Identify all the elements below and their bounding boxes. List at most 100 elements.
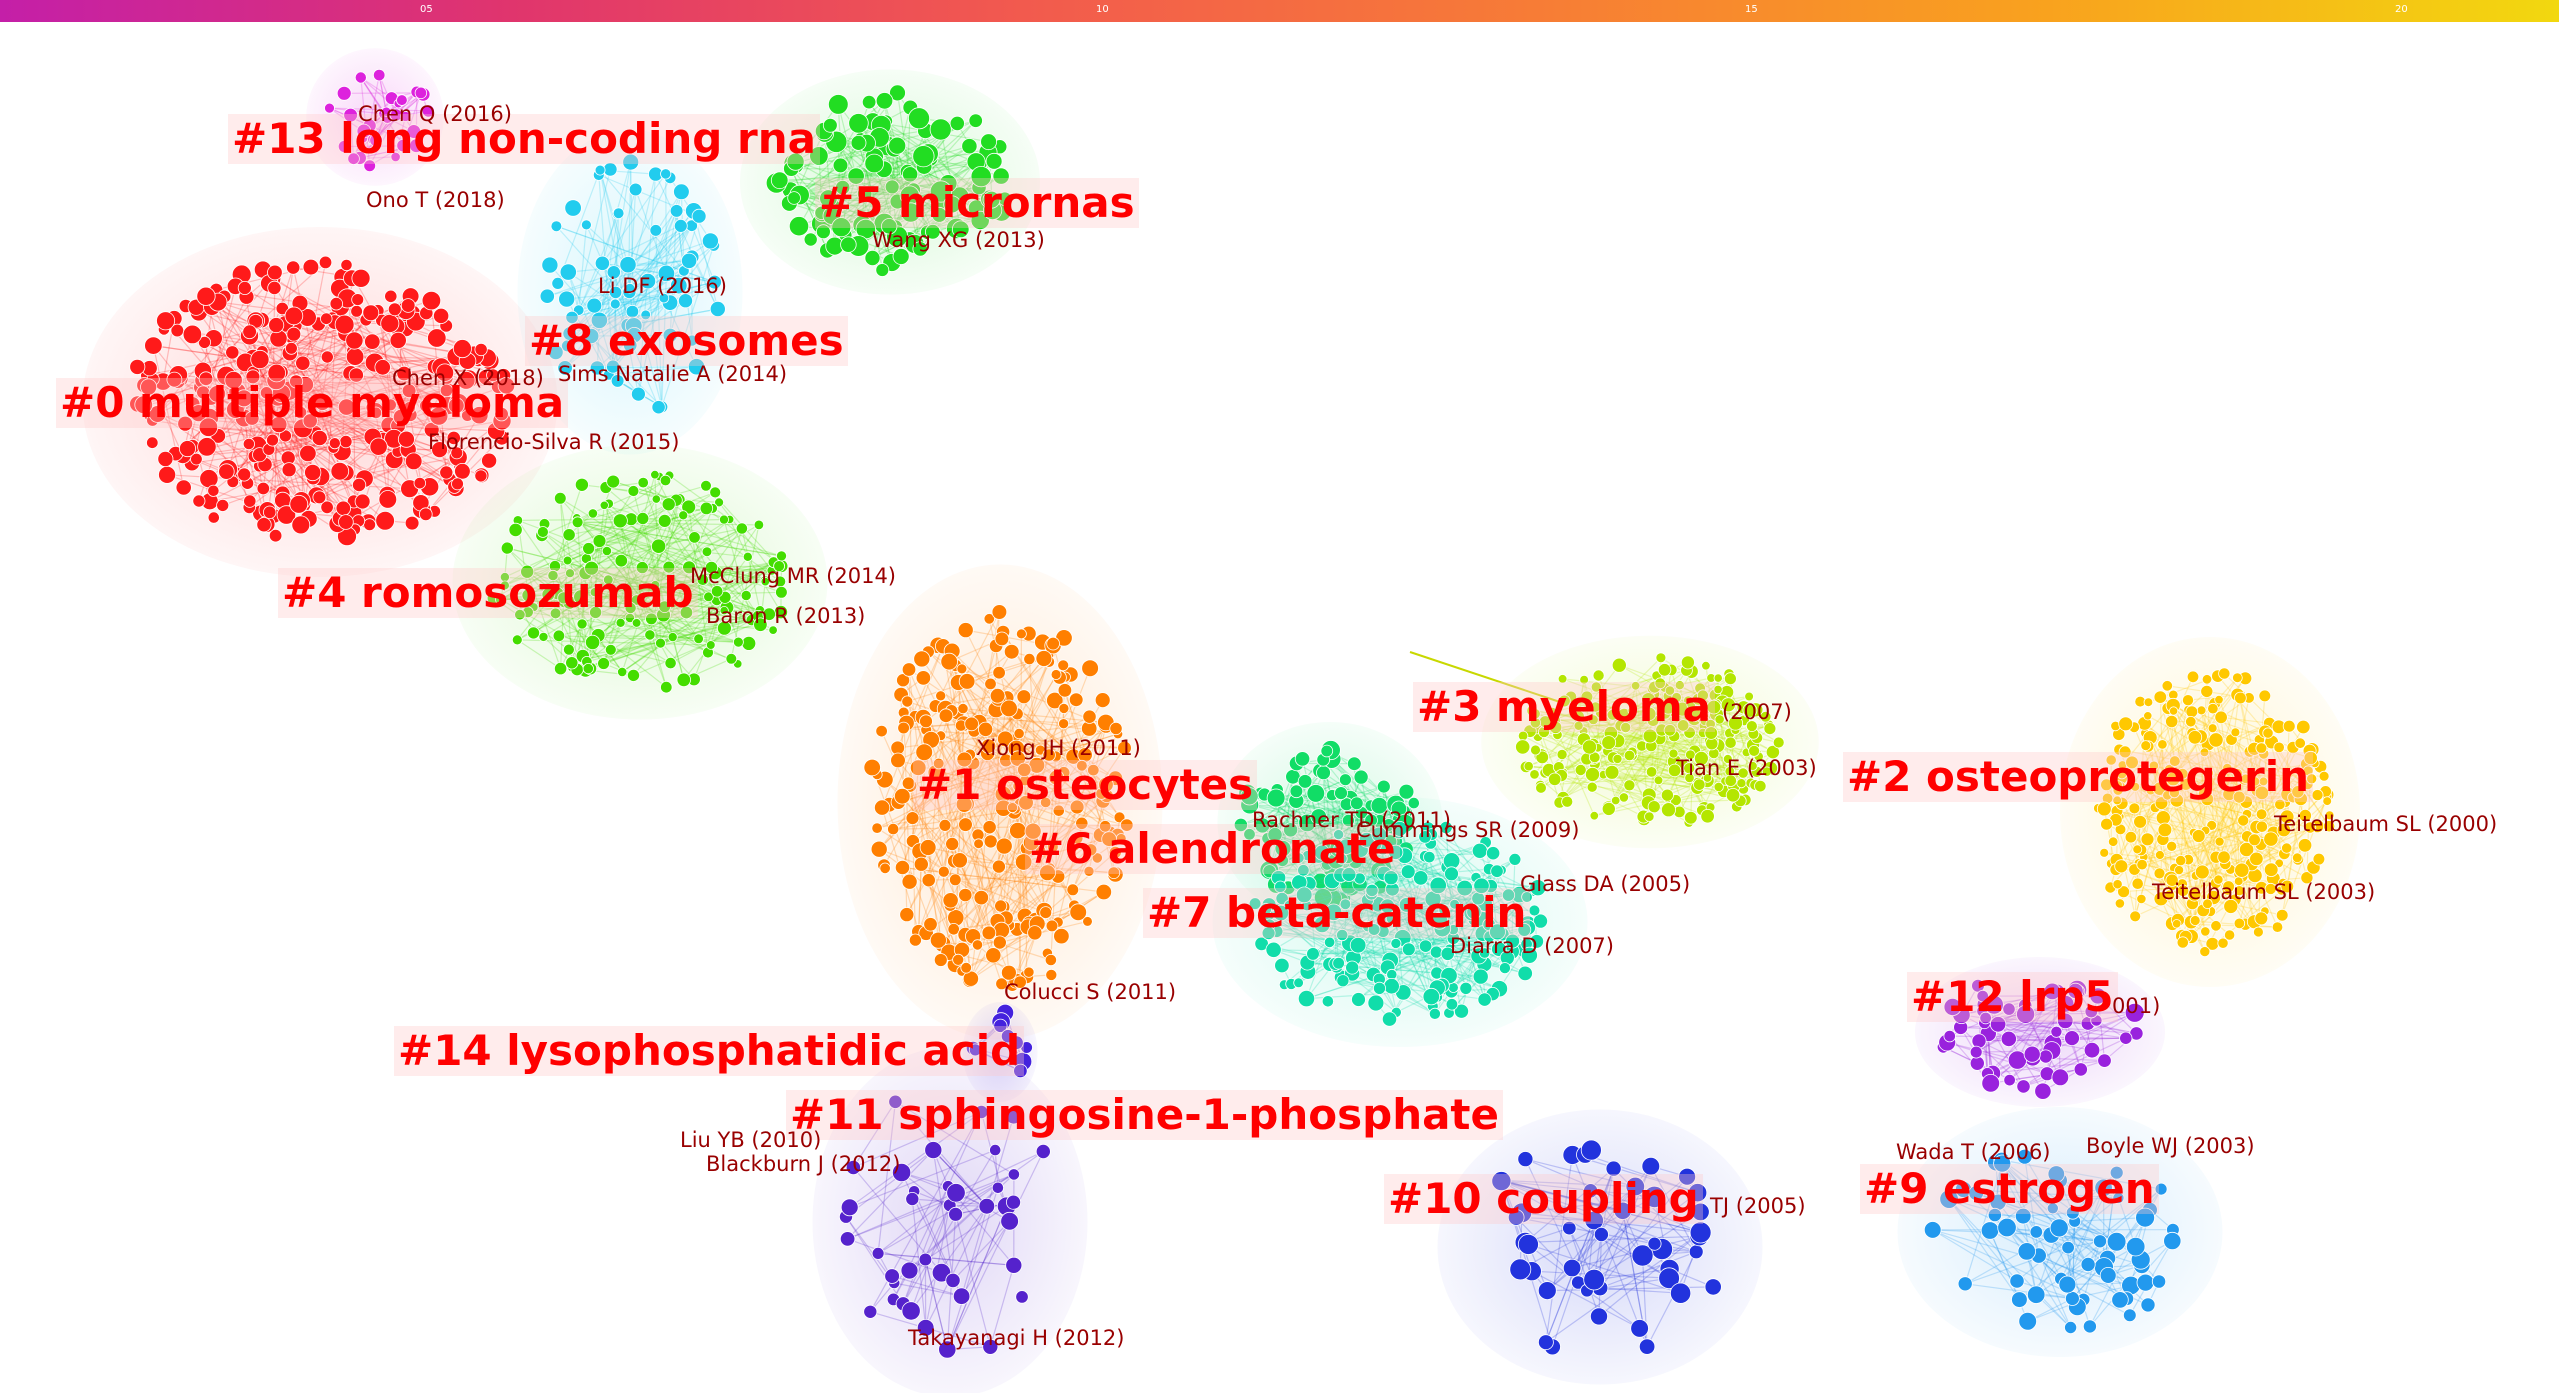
cluster-label-5: #5 micrornas — [815, 178, 1139, 228]
reference-label: Li DF (2016) — [598, 274, 727, 298]
network-node — [870, 840, 888, 858]
network-node — [267, 280, 282, 295]
network-node — [1667, 763, 1682, 778]
network-node — [982, 190, 1001, 209]
cluster-label-11: #11 sphingosine-1-phosphate — [786, 1090, 1503, 1140]
network-node — [1747, 761, 1758, 771]
network-node — [905, 1192, 920, 1207]
network-node — [2157, 822, 2173, 838]
network-node — [624, 602, 637, 615]
network-node — [590, 311, 609, 329]
network-node — [1530, 744, 1541, 756]
network-node — [2185, 716, 2197, 728]
network-node — [945, 1272, 961, 1289]
network-node — [381, 106, 392, 117]
network-node — [719, 605, 729, 616]
network-node — [1353, 769, 1369, 785]
network-node — [2232, 672, 2243, 683]
network-node — [435, 363, 455, 382]
network-node — [207, 484, 220, 497]
network-node — [270, 416, 288, 434]
reference-label: Glass DA (2005) — [1520, 872, 1691, 896]
network-node — [2271, 921, 2284, 933]
network-node — [1289, 784, 1304, 799]
network-node — [981, 925, 997, 941]
reference-label: Wang XG (2013) — [872, 228, 1045, 252]
network-node — [788, 216, 810, 237]
network-node — [499, 580, 510, 591]
network-node — [662, 560, 676, 574]
network-node — [2114, 898, 2125, 909]
network-node — [148, 405, 167, 423]
network-node — [2154, 850, 2165, 860]
network-node — [1728, 715, 1744, 731]
network-node — [651, 494, 661, 504]
network-node — [658, 292, 670, 304]
network-node — [2218, 667, 2231, 680]
network-node — [881, 218, 898, 235]
network-node — [2233, 917, 2246, 930]
network-node — [2100, 817, 2114, 831]
network-node — [938, 819, 952, 832]
network-node — [924, 224, 941, 240]
network-node — [623, 338, 638, 353]
network-node — [320, 312, 333, 325]
network-node — [2051, 1068, 2070, 1087]
network-node — [1058, 702, 1070, 714]
network-node — [710, 585, 724, 598]
network-node — [1647, 1236, 1662, 1251]
network-node — [1517, 1233, 1539, 1255]
network-node — [329, 297, 344, 311]
network-node — [942, 892, 959, 909]
network-node — [989, 687, 1006, 704]
network-node — [2171, 919, 2182, 929]
network-node — [565, 656, 579, 670]
network-node — [901, 166, 919, 183]
network-node — [175, 479, 192, 496]
network-node — [1528, 904, 1541, 917]
network-node — [1306, 947, 1320, 961]
network-node — [935, 690, 947, 702]
network-node — [2153, 867, 2166, 880]
network-node — [2124, 831, 2138, 844]
network-node — [592, 534, 607, 548]
network-node — [541, 587, 556, 602]
network-node — [2248, 833, 2261, 847]
reference-label: TJ (2005) — [1710, 1194, 1806, 1218]
network-node — [1720, 697, 1736, 713]
network-node — [984, 677, 997, 691]
network-node — [340, 258, 353, 272]
network-node — [1980, 1221, 2000, 1240]
network-node — [1693, 778, 1706, 791]
network-node — [557, 360, 573, 376]
network-node — [452, 339, 472, 359]
reference-label: (2007) — [1722, 700, 1792, 724]
network-node — [929, 180, 953, 203]
network-node — [302, 413, 318, 429]
network-node — [335, 500, 352, 517]
network-node — [635, 561, 649, 575]
network-node — [1401, 942, 1416, 957]
network-node — [302, 258, 320, 276]
network-node — [989, 1144, 1002, 1157]
network-node — [216, 498, 230, 512]
network-node — [951, 852, 968, 869]
network-node — [2058, 1275, 2077, 1294]
network-node — [1044, 953, 1058, 967]
network-node — [2234, 862, 2250, 878]
network-node — [901, 873, 918, 890]
network-node — [1684, 772, 1695, 784]
network-node — [604, 643, 617, 656]
network-node — [1332, 956, 1345, 970]
network-node — [2034, 1082, 2052, 1100]
network-node — [681, 499, 697, 515]
network-node — [923, 917, 938, 932]
network-node — [875, 724, 888, 738]
network-node — [948, 873, 962, 887]
cluster-halo — [452, 444, 828, 720]
network-node — [500, 541, 514, 555]
network-node — [334, 314, 355, 335]
network-node — [363, 518, 377, 532]
network-node — [1642, 728, 1658, 744]
network-node — [2258, 689, 2272, 703]
